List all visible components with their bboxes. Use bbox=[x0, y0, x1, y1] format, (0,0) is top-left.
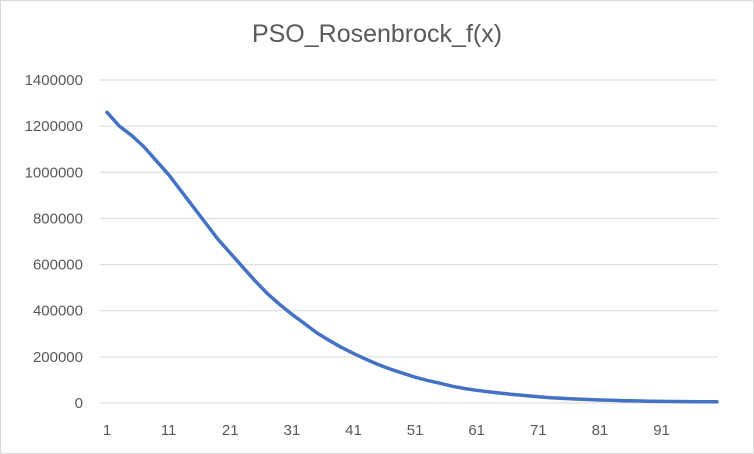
y-axis-tick-labels: 0 200000 400000 600000 800000 1000000 1200000 1… bbox=[25, 72, 83, 412]
x-tick-label: 31 bbox=[284, 422, 301, 439]
y-tick-label: 1400000 bbox=[25, 72, 83, 89]
series-layer bbox=[105, 110, 719, 404]
x-axis-tick-labels: 1 11 21 31 41 51 61 71 81 91 bbox=[103, 422, 670, 439]
chart-title: PSO_Rosenbrock_f(x) bbox=[251, 20, 503, 48]
x-tick-label: 1 bbox=[103, 422, 111, 439]
x-tick-label: 21 bbox=[222, 422, 239, 439]
x-tick-label: 41 bbox=[345, 422, 362, 439]
gridlines bbox=[100, 79, 718, 404]
y-tick-label: 1200000 bbox=[25, 118, 83, 135]
y-tick-label: 0 bbox=[75, 395, 83, 412]
x-tick-label: 11 bbox=[161, 422, 177, 439]
y-tick-label: 1000000 bbox=[25, 164, 83, 181]
y-tick-label: 400000 bbox=[33, 303, 83, 320]
x-tick-label: 91 bbox=[653, 422, 670, 439]
y-tick-label: 600000 bbox=[33, 257, 83, 274]
x-tick-label: 61 bbox=[468, 422, 485, 439]
y-tick-label: 200000 bbox=[33, 349, 83, 366]
x-tick-label: 81 bbox=[592, 422, 609, 439]
x-tick-label: 51 bbox=[407, 422, 424, 439]
y-tick-label: 800000 bbox=[33, 210, 83, 227]
x-tick-label: 71 bbox=[530, 422, 547, 439]
series-line-0 bbox=[105, 110, 719, 404]
